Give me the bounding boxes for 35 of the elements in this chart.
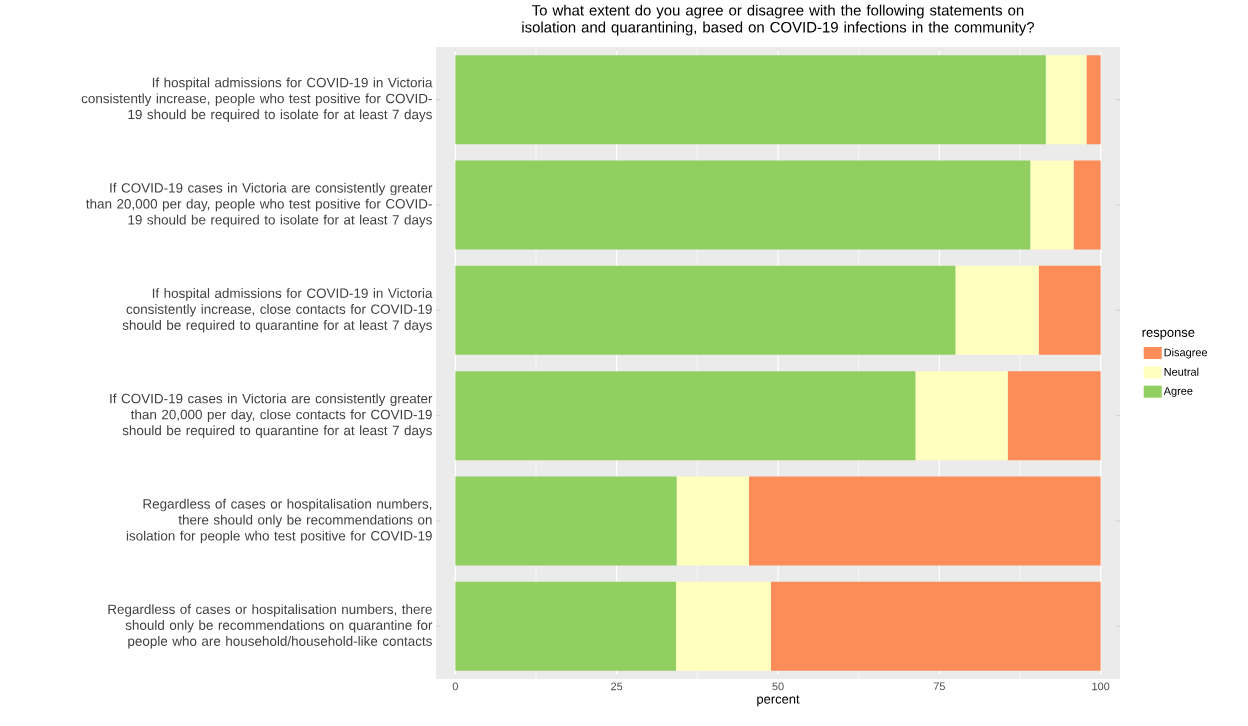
- x-tick-label: 50: [772, 682, 784, 691]
- y-tick-label: If COVID-19 cases in Victoria are consistently greater than 20,000 per day, people who test positive for COVID-19 should be required to isolate for at least 7 days: [86, 182, 433, 228]
- bar: [915, 371, 1008, 461]
- bar: [1030, 160, 1074, 250]
- y-tick-label: If hospital admissions for COVID-19 in Victoria consistently increase, close contacts for COVID-19 should be required to quarantine for at least 7 days: [122, 288, 433, 333]
- bar: [676, 476, 749, 566]
- bar: [1086, 55, 1101, 145]
- bar: [1045, 55, 1087, 145]
- bar: [455, 160, 1031, 250]
- x-tick-label: 75: [933, 682, 945, 691]
- y-tick-label: If hospital admissions for COVID-19 in Victoria consistently increase, people who test positive for COVID-19 should be required to isolate for at least 7 days: [81, 77, 433, 122]
- y-tick-label: Regardless of cases or hospitalisation numbers, there should only be recommendations on quarantine for people who are household/household-like contacts: [108, 604, 433, 649]
- bar: [955, 265, 1039, 355]
- bar: [455, 265, 956, 355]
- bar: [455, 371, 916, 461]
- legend-label: Agree: [1163, 387, 1193, 397]
- bar: [455, 581, 677, 671]
- x-tick-label: 100: [1092, 682, 1110, 691]
- x-axis-title: percent: [757, 695, 800, 707]
- bar: [770, 581, 1101, 671]
- bar: [1007, 371, 1101, 461]
- bar: [1073, 160, 1101, 250]
- legend-label: Disagree: [1164, 348, 1208, 359]
- chart-title: To what extent do you agree or disagree with the following statements on isolation and quarantining, based on COVID-19 infections in the community?: [522, 4, 1035, 36]
- y-tick-label: If COVID-19 cases in Victoria are consistently greater than 20,000 per day, close contacts for COVID-19 should be required to quarantine for at least 7 days: [110, 393, 433, 438]
- legend-title: response: [1142, 329, 1195, 340]
- x-tick-label: 25: [611, 682, 623, 691]
- bar: [1038, 265, 1101, 355]
- bar: [676, 581, 771, 671]
- legend-label: Neutral: [1164, 367, 1199, 376]
- bar: [455, 476, 677, 566]
- bar: [455, 55, 1046, 145]
- x-tick-label: 0: [452, 682, 458, 691]
- y-tick-label: Regardless of cases or hospitalisation numbers, there should only be recommendations on isolation for people who test positive for COVID-19: [126, 498, 432, 544]
- bar: [748, 476, 1101, 566]
